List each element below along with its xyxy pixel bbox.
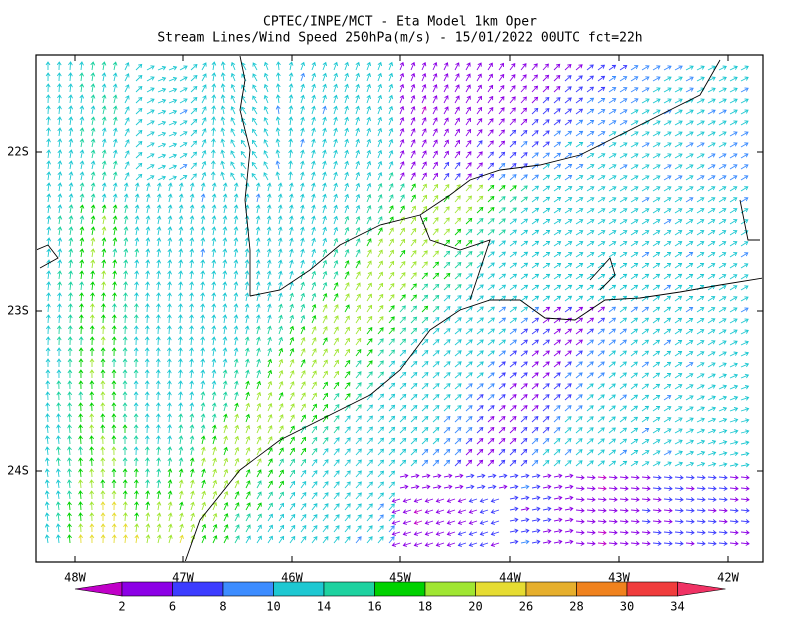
colorbar-label: 34 <box>670 600 684 614</box>
colorbar-box <box>475 581 527 597</box>
y-tick-label: 24S <box>7 464 29 478</box>
colorbar-box <box>374 581 426 597</box>
y-tick-label: 22S <box>7 145 29 159</box>
colorbar-label: 2 <box>118 600 125 614</box>
map-subtitle: Stream Lines/Wind Speed 250hPa(m/s) - 15… <box>157 31 642 46</box>
wind-arrows <box>44 61 750 544</box>
wind-arrows <box>413 106 607 546</box>
wind-arrows <box>391 61 750 547</box>
colorbar-label: 30 <box>620 600 634 614</box>
map-title: CPTEC/INPE/MCT - Eta Model 1km Oper <box>263 15 537 30</box>
colorbar-label: 10 <box>266 600 280 614</box>
colorbar-label: 16 <box>367 600 381 614</box>
wind-arrows <box>67 183 517 544</box>
colorbar-box <box>424 581 476 597</box>
coastline <box>37 56 762 561</box>
x-tick-label: 45W <box>389 571 411 585</box>
x-tick-label: 47W <box>172 571 194 585</box>
map-frame <box>35 54 764 563</box>
x-tick-label: 44W <box>499 571 521 585</box>
colorbar-box <box>172 581 224 597</box>
colorbar-box <box>273 581 325 597</box>
wind-arrows <box>55 61 528 544</box>
colorbar-box <box>222 581 274 597</box>
colorbar-label: 28 <box>569 600 583 614</box>
colorbar-box <box>323 581 375 597</box>
colorbar-label: 26 <box>519 600 533 614</box>
wind-arrows <box>179 65 749 545</box>
colorbar-box <box>626 581 678 597</box>
colorbar-end <box>677 581 726 597</box>
streamlines <box>44 61 750 547</box>
colorbar-box <box>576 581 628 597</box>
colorbar-label: 14 <box>317 600 331 614</box>
colorbar: 2 6 8 10 14 16 18 20 26 28 30 34 <box>74 581 726 614</box>
colorbar-label: 18 <box>418 600 432 614</box>
colorbar-label: 20 <box>468 600 482 614</box>
x-tick-label: 42W <box>717 571 739 585</box>
colorbar-box <box>525 581 577 597</box>
colorbar-box <box>121 581 173 597</box>
colorbar-label: 8 <box>219 600 226 614</box>
axes: 48W 47W 46W 45W 44W 43W 42W 22S 23S 24S <box>7 55 763 585</box>
wind-arrows <box>443 64 750 547</box>
x-tick-label: 48W <box>64 571 86 585</box>
x-tick-label: 46W <box>281 571 303 585</box>
x-tick-label: 43W <box>608 571 630 585</box>
wind-arrows <box>78 183 484 544</box>
y-tick-label: 23S <box>7 304 29 318</box>
wind-arrows <box>78 501 184 544</box>
colorbar-label: 6 <box>169 600 176 614</box>
